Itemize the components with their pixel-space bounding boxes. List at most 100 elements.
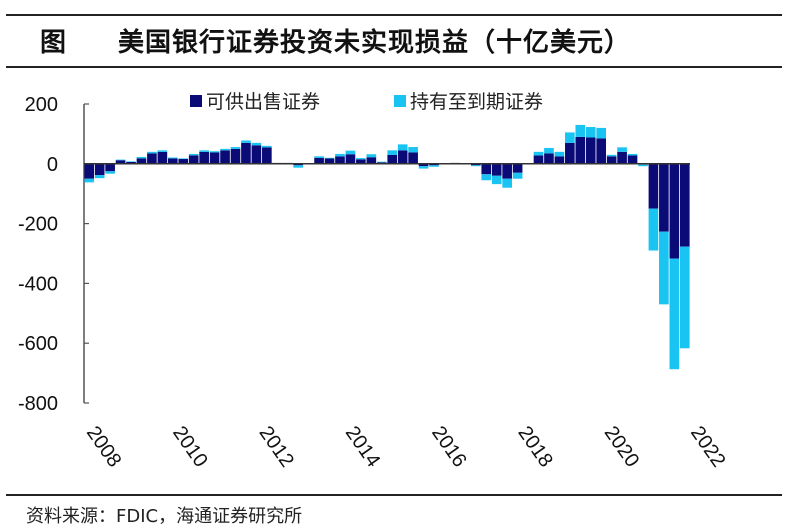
bar-afs <box>335 156 345 164</box>
bottom-rule <box>6 494 782 496</box>
bar-htm <box>648 208 659 251</box>
bar-afs <box>585 137 596 164</box>
bar-afs <box>554 156 565 164</box>
bar-htm <box>554 151 565 157</box>
bar-afs <box>533 155 544 164</box>
bar-afs <box>209 152 220 164</box>
bar-afs <box>241 142 251 164</box>
legend-item-afs: 可供出售证券 <box>190 87 320 114</box>
bar-afs <box>115 160 126 164</box>
bar-htm <box>491 175 502 185</box>
bar-afs <box>481 163 492 175</box>
bar-htm <box>157 150 168 152</box>
bar-afs <box>596 138 607 164</box>
bar-htm <box>84 178 95 183</box>
bar-htm <box>638 164 648 167</box>
bar-afs <box>199 151 209 164</box>
bar-afs <box>324 158 335 164</box>
bar-afs <box>147 153 157 164</box>
bar-htm <box>533 151 544 156</box>
y-tick-label: -800 <box>18 393 58 415</box>
bar-htm <box>617 147 627 152</box>
bar-afs <box>94 163 105 176</box>
bar-htm <box>136 156 147 159</box>
bar-afs <box>126 162 136 164</box>
bar-htm <box>199 150 209 152</box>
bar-afs <box>575 136 586 164</box>
bar-htm <box>418 166 429 169</box>
bar-afs <box>502 163 512 179</box>
bar-htm <box>262 145 272 148</box>
source-note: 资料来源：FDIC，海通证券研究所 <box>26 506 303 527</box>
bar-htm <box>335 153 345 157</box>
legend-item-htm: 持有至到期证券 <box>394 87 543 114</box>
bar-htm <box>241 140 251 143</box>
bar-htm <box>627 153 638 156</box>
bar-htm <box>209 151 220 153</box>
bar-htm <box>481 174 492 181</box>
bar-afs <box>262 147 272 164</box>
y-tick-label: -200 <box>18 214 58 236</box>
bar-afs <box>356 159 366 164</box>
bar-afs <box>617 151 627 164</box>
y-tick-label: -600 <box>18 333 58 355</box>
bar-htm <box>230 147 241 149</box>
bar-afs <box>679 163 690 247</box>
bar-htm <box>345 150 356 155</box>
chart-svg: 200 0 -200 -400 -600 -800 2008 2010 2012 2014 201… <box>18 94 730 471</box>
bar-htm <box>429 165 439 167</box>
bar-afs <box>167 158 178 164</box>
x-tick-label: 2008 <box>82 422 126 471</box>
bar-afs <box>512 163 523 173</box>
y-tick-label: 200 <box>25 94 58 116</box>
bar-afs <box>157 151 168 164</box>
bar-htm <box>575 124 586 137</box>
bar-htm <box>408 147 418 153</box>
x-tick-label: 2020 <box>600 422 644 471</box>
figure-label: 图 <box>40 28 68 58</box>
bar-htm <box>188 153 199 156</box>
bar-afs <box>345 154 356 164</box>
legend-label-afs: 可供出售证券 <box>206 91 321 113</box>
bar-afs <box>251 145 262 164</box>
x-axis: 2008 2010 2012 2014 2016 2018 2020 2022 <box>82 163 730 471</box>
bar-htm <box>659 231 669 305</box>
x-tick-label: 2022 <box>686 422 730 471</box>
bar-afs <box>387 154 398 164</box>
bar-htm <box>512 172 523 179</box>
bar-htm <box>324 157 335 159</box>
bar-htm <box>585 127 596 138</box>
bar-afs <box>659 163 669 232</box>
title-bottom-rule <box>6 66 782 68</box>
bar-htm <box>669 258 680 370</box>
bar-afs <box>105 163 115 172</box>
top-rule <box>6 14 782 16</box>
bar-afs <box>188 155 199 164</box>
bar-afs <box>669 163 680 259</box>
bar-htm <box>251 142 262 146</box>
legend-swatch-afs <box>190 94 202 107</box>
bar-htm <box>94 175 105 179</box>
bar-htm <box>544 147 554 154</box>
bar-htm <box>470 165 481 167</box>
bar-afs <box>84 163 95 179</box>
bar-htm <box>356 158 366 160</box>
bar-afs <box>178 159 189 164</box>
bar-afs <box>418 163 429 167</box>
bar-htm <box>105 171 115 174</box>
bar-afs <box>366 157 377 164</box>
x-tick-label: 2016 <box>427 422 471 471</box>
bar-afs <box>627 155 638 164</box>
bar-htm <box>366 154 377 158</box>
bar-afs <box>408 152 418 164</box>
y-tick-label: 0 <box>47 154 58 176</box>
bar-afs <box>314 157 324 164</box>
bar-afs <box>565 142 575 164</box>
y-tick-label: -400 <box>18 273 58 295</box>
bar-htm <box>606 154 617 157</box>
bar-afs <box>544 153 554 164</box>
bar-htm <box>178 158 189 160</box>
bar-htm <box>376 161 387 163</box>
bar-afs <box>136 158 147 164</box>
bar-htm <box>502 178 512 188</box>
